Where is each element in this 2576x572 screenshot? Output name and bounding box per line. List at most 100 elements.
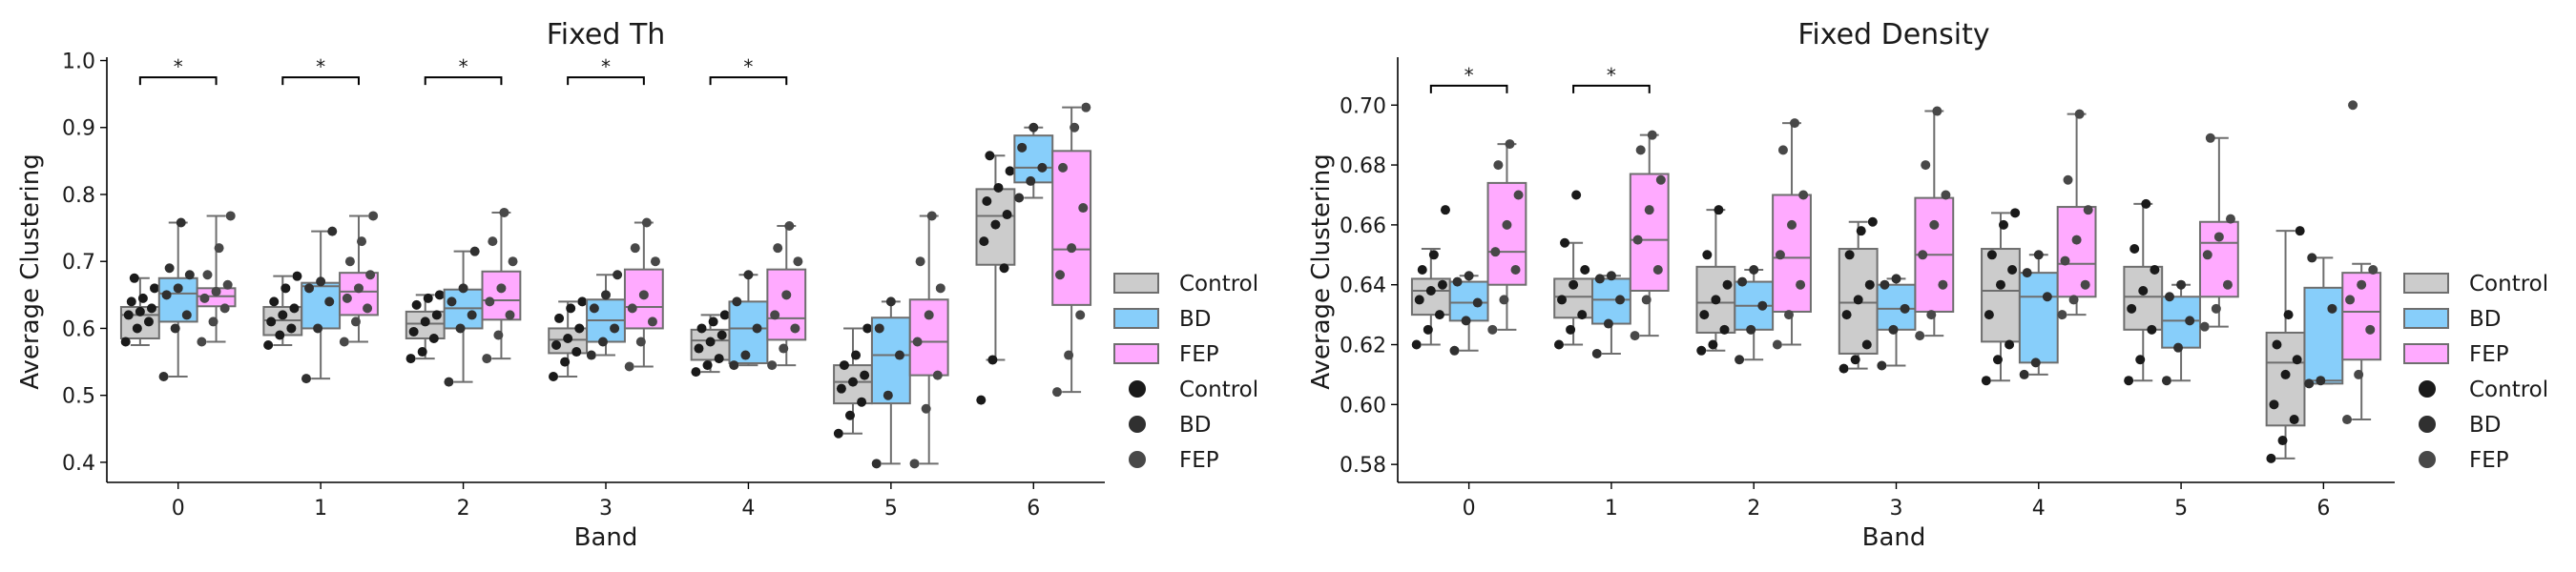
fep-data-point [935,283,945,294]
control-data-point [1839,363,1849,374]
control-data-point [120,337,131,347]
control-data-point [2124,376,2134,386]
legend-box-swatch-bd [2403,308,2449,329]
fep-data-point [630,243,640,254]
control-data-point [1867,216,1878,227]
bd-data-point [2173,342,2184,353]
fep-data-point [1490,247,1501,257]
control-data-point [434,290,445,300]
y-tick-label: 0.9 [62,117,95,141]
bd-data-point [2019,369,2029,379]
x-tick-label: 3 [599,497,613,521]
control-data-point [126,296,136,307]
bd-data-point [316,276,326,287]
x-axis-title: Band [574,523,638,552]
control-data-point [2007,265,2018,275]
control-data-point [851,350,862,360]
bd-data-point [458,283,468,294]
x-tick-label: 3 [1890,497,1903,521]
fep-data-point [2068,295,2079,305]
x-tick-label: 2 [1747,497,1760,521]
control-box [1981,248,2021,343]
control-data-point [566,303,576,314]
x-tick-label: 6 [2316,497,2330,521]
x-tick-label: 0 [172,497,185,521]
fep-data-point [2211,303,2221,314]
control-data-point [696,323,707,334]
significance-label: * [316,55,325,78]
y-tick-label: 0.8 [62,184,95,208]
control-data-point [2289,415,2299,425]
control-data-point [844,410,855,420]
fep-data-point [1787,219,1797,230]
control-data-point [2283,310,2294,320]
control-data-point [1414,295,1424,305]
fep-data-point [1647,130,1657,140]
bd-data-point [1603,318,1613,329]
control-data-point [563,333,573,343]
control-data-point [985,151,995,161]
bd-data-point [1888,324,1899,335]
significance-bracket [1572,84,1651,93]
fep-data-point [635,337,646,347]
control-data-point [135,306,145,317]
fep-data-point [1915,331,1925,341]
fep-data-point [1918,250,1928,260]
x-tick-label: 4 [2032,497,2046,521]
control-data-point [1992,355,2003,365]
y-tick-label: 0.68 [1340,154,1386,178]
bd-data-point [1017,142,1028,153]
control-data-point [1986,250,1997,260]
fep-data-point [909,459,920,469]
legend-point-label-fep: FEP [2469,448,2509,473]
bd-data-point [158,372,169,382]
fep-data-point [505,310,515,320]
control-data-point [143,317,154,327]
chart-title: Fixed Density [1797,18,1989,51]
control-data-point [993,182,1004,193]
bd-data-point [894,350,904,360]
control-data-point [137,293,148,303]
legend-box-swatch-fep [2403,343,2449,364]
fep-data-point [368,211,379,221]
fep-data-point [1067,243,1077,254]
control-data-point [1711,295,1721,305]
x-tick-label: 0 [1463,497,1476,521]
control-data-point [1984,310,1994,320]
fep-data-point [779,343,789,354]
fep-data-point [641,217,652,228]
fep-data-point [1064,350,1074,360]
bd-data-point [1014,193,1025,203]
control-data-point [146,303,156,314]
control-data-point [860,370,870,380]
bd-data-point [455,323,466,334]
chart-title: Fixed Th [547,18,666,51]
bd-data-point [447,296,457,307]
legend-point-label-control: Control [1179,378,1258,402]
control-data-point [571,347,582,358]
fep-data-point [1487,324,1498,335]
fep-data-point [1798,190,1809,200]
control-data-point [1580,265,1590,275]
fep-box [339,272,379,317]
bd-data-point [161,290,172,300]
control-data-point [999,263,1009,274]
x-tick-label: 5 [2174,497,2188,521]
fep-box [1629,173,1670,292]
y-tick-label: 0.60 [1340,394,1386,418]
fep-data-point [342,293,352,303]
fep-data-point [924,310,934,320]
fep-data-point [1630,331,1640,341]
fep-data-point [921,403,931,414]
legend-box-label-fep: FEP [1179,342,1219,367]
control-data-point [848,377,859,387]
control-data-point [275,330,285,340]
control-data-point [417,347,427,358]
control-data-point [2147,324,2157,335]
control-data-point [2129,244,2140,255]
legend-point-marker-bd [1129,416,1146,433]
significance-label: * [743,55,753,78]
bd-box [1876,283,1917,331]
fep-data-point [638,290,649,300]
fep-data-point [202,270,213,280]
